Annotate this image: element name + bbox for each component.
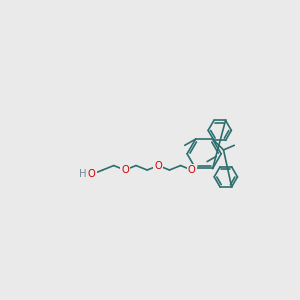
Text: O: O	[121, 165, 129, 175]
Text: H: H	[79, 169, 87, 179]
Text: O: O	[88, 169, 95, 179]
Text: O: O	[188, 165, 196, 175]
Text: O: O	[154, 160, 162, 170]
